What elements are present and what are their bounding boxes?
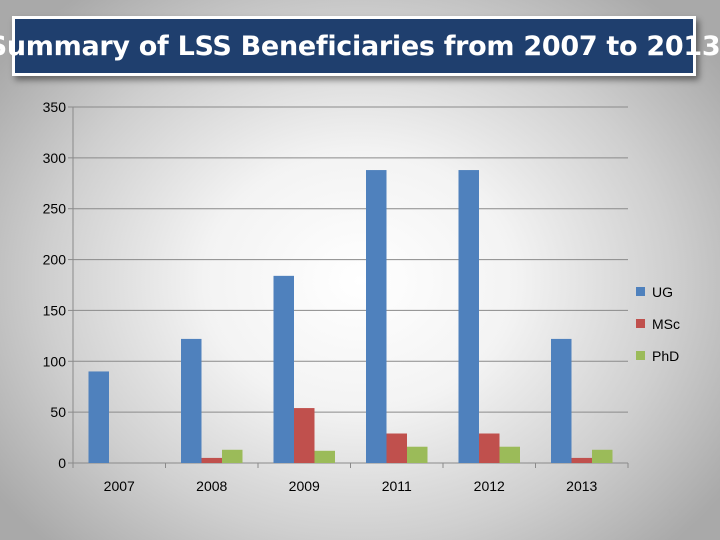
y-tick-label: 200 xyxy=(43,252,67,268)
legend-swatch-ug xyxy=(636,287,645,296)
slide-number: 13 xyxy=(666,508,678,519)
bar-msc-2012 xyxy=(479,433,500,463)
bar-msc-2009 xyxy=(294,408,315,463)
bar-phd-2009 xyxy=(314,450,335,463)
y-tick-label: 350 xyxy=(43,99,67,115)
y-tick-label: 250 xyxy=(43,201,67,217)
x-tick-label-2011: 2011 xyxy=(382,478,412,494)
bar-ug-2009 xyxy=(273,275,294,463)
bar-phd-2008 xyxy=(222,449,243,463)
bar-ug-2011 xyxy=(366,170,387,463)
bar-ug-2008 xyxy=(181,338,202,463)
legend-swatch-phd xyxy=(636,351,645,360)
bar-phd-2012 xyxy=(499,446,520,463)
x-tick-label-2008: 2008 xyxy=(196,478,227,494)
x-tick-label-2013: 2013 xyxy=(566,478,597,494)
bar-msc-2011 xyxy=(386,433,407,463)
y-tick-label: 0 xyxy=(58,455,66,471)
y-tick-label: 100 xyxy=(43,353,67,369)
legend-label-phd: PhD xyxy=(652,348,679,364)
x-tick-label-2007: 2007 xyxy=(104,478,135,494)
x-tick-label-2012: 2012 xyxy=(474,478,505,494)
y-tick-label: 300 xyxy=(43,150,67,166)
y-tick-label: 50 xyxy=(50,404,66,420)
x-tick-label-2009: 2009 xyxy=(289,478,320,494)
bar-ug-2012 xyxy=(458,170,479,463)
legend-label-msc: MSc xyxy=(652,316,680,332)
legend-label-ug: UG xyxy=(652,284,673,300)
legend-swatch-msc xyxy=(636,319,645,328)
bar-ug-2007 xyxy=(88,371,109,463)
title-banner: Summary of LSS Beneficiaries from 2007 t… xyxy=(0,16,720,76)
bar-ug-2013 xyxy=(551,338,572,463)
bar-phd-2013 xyxy=(592,449,613,463)
bar-msc-2008 xyxy=(201,457,222,463)
y-tick-label: 150 xyxy=(43,302,67,318)
bar-phd-2011 xyxy=(407,446,428,463)
slide-title: Summary of LSS Beneficiaries from 2007 t… xyxy=(0,30,720,62)
bar-msc-2013 xyxy=(571,457,592,463)
